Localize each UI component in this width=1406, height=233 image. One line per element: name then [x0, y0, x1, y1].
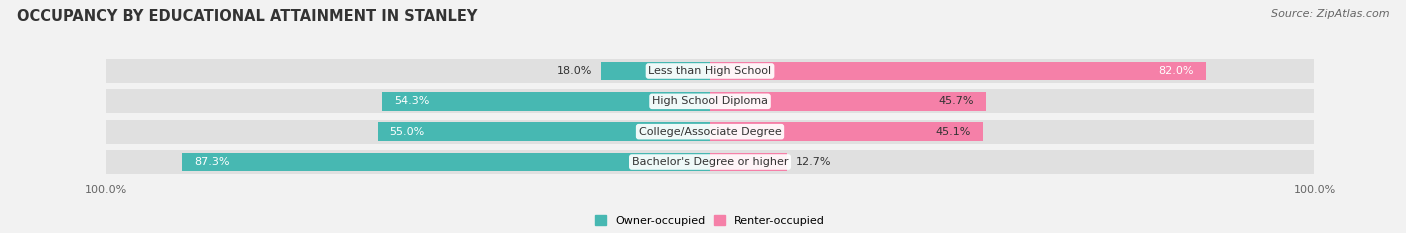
Text: Source: ZipAtlas.com: Source: ZipAtlas.com	[1271, 9, 1389, 19]
Bar	[378, 122, 710, 141]
Text: 12.7%: 12.7%	[796, 157, 831, 167]
Text: 18.0%: 18.0%	[557, 66, 592, 76]
Text: 45.7%: 45.7%	[939, 96, 974, 106]
Text: 87.3%: 87.3%	[194, 157, 231, 167]
Bar	[602, 62, 710, 80]
Bar	[382, 92, 710, 111]
Bar	[710, 92, 986, 111]
Text: 54.3%: 54.3%	[394, 96, 429, 106]
Bar	[105, 59, 1315, 83]
Text: 45.1%: 45.1%	[935, 127, 970, 137]
Bar	[105, 89, 1315, 113]
Text: Less than High School: Less than High School	[648, 66, 772, 76]
Bar	[710, 62, 1206, 80]
Bar	[710, 122, 983, 141]
Text: OCCUPANCY BY EDUCATIONAL ATTAINMENT IN STANLEY: OCCUPANCY BY EDUCATIONAL ATTAINMENT IN S…	[17, 9, 477, 24]
Bar	[105, 150, 1315, 174]
Text: Bachelor's Degree or higher: Bachelor's Degree or higher	[631, 157, 789, 167]
Text: College/Associate Degree: College/Associate Degree	[638, 127, 782, 137]
Text: 82.0%: 82.0%	[1159, 66, 1194, 76]
Text: High School Diploma: High School Diploma	[652, 96, 768, 106]
Text: 55.0%: 55.0%	[389, 127, 425, 137]
Bar	[710, 153, 787, 171]
Bar	[105, 120, 1315, 144]
Legend: Owner-occupied, Renter-occupied: Owner-occupied, Renter-occupied	[595, 215, 825, 226]
Bar	[183, 153, 710, 171]
